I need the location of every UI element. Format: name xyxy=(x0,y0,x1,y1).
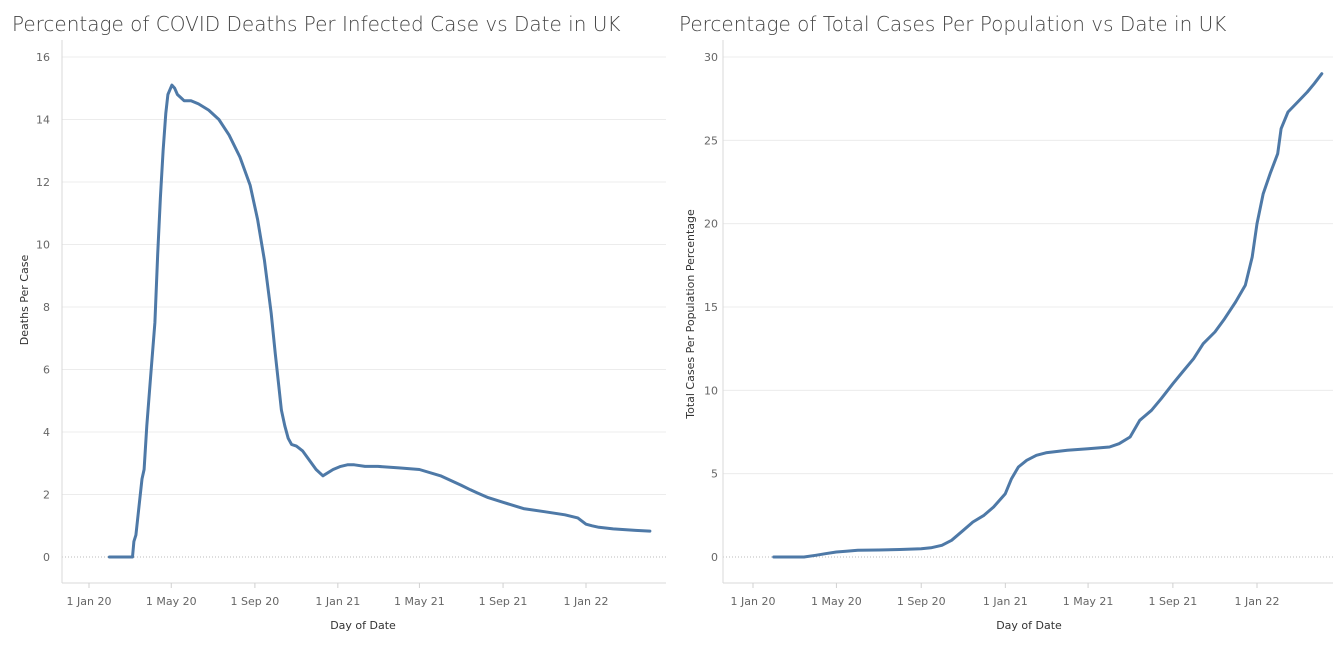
y-tick-label: 20 xyxy=(704,218,718,231)
x-axis-title: Day of Date xyxy=(330,619,396,632)
x-axis-title: Day of Date xyxy=(996,619,1062,632)
y-tick-label: 14 xyxy=(36,114,50,127)
x-tick-label: 1 May 20 xyxy=(146,595,197,608)
y-tick-label: 12 xyxy=(36,176,50,189)
y-tick-label: 5 xyxy=(711,468,718,481)
x-tick-label: 1 Jan 21 xyxy=(983,595,1028,608)
x-tick-label: 1 Sep 20 xyxy=(897,595,946,608)
series-line xyxy=(772,72,1324,559)
x-tick-label: 1 Jan 20 xyxy=(67,595,112,608)
y-tick-label: 10 xyxy=(704,384,718,397)
y-tick-label: 4 xyxy=(43,426,50,439)
y-tick-label: 0 xyxy=(43,551,50,564)
chart-title: Percentage of COVID Deaths Per Infected … xyxy=(12,12,621,36)
series-line xyxy=(107,83,652,559)
x-tick-label: 1 Jan 22 xyxy=(1235,595,1280,608)
panel-cases-per-population: Percentage of Total Cases Per Population… xyxy=(672,0,1333,648)
y-axis-title: Total Cases Per Population Percentage xyxy=(684,209,697,420)
x-tick-label: 1 Sep 21 xyxy=(1149,595,1198,608)
y-tick-label: 0 xyxy=(711,551,718,564)
y-tick-label: 2 xyxy=(43,489,50,502)
y-tick-label: 6 xyxy=(43,364,50,377)
deaths-per-case-line-chart: 0 2 4 6 8 10 12 14 16 1 Jan 20 1 May 20 1 Sep 20 1 J… xyxy=(18,40,666,632)
x-tick-label: 1 Jan 22 xyxy=(564,595,609,608)
y-tick-label: 10 xyxy=(36,239,50,252)
x-tick-label: 1 May 21 xyxy=(1063,595,1114,608)
y-tick-label: 8 xyxy=(43,301,50,314)
x-tick-label: 1 Sep 20 xyxy=(231,595,280,608)
x-tick-label: 1 May 20 xyxy=(811,595,862,608)
y-tick-label: 15 xyxy=(704,301,718,314)
panel-deaths-per-case: Percentage of COVID Deaths Per Infected … xyxy=(12,12,666,632)
y-tick-label: 16 xyxy=(36,51,50,64)
x-tick-label: 1 May 21 xyxy=(394,595,445,608)
x-tick-label: 1 Jan 20 xyxy=(731,595,776,608)
x-tick-label: 1 Sep 21 xyxy=(479,595,528,608)
y-axis-title: Deaths Per Case xyxy=(18,255,31,346)
y-tick-label: 25 xyxy=(704,134,718,147)
y-tick-label: 30 xyxy=(704,51,718,64)
x-tick-label: 1 Jan 21 xyxy=(315,595,360,608)
chart-title: Percentage of Total Cases Per Population… xyxy=(679,12,1227,36)
cases-per-population-line-chart: 0 5 10 15 20 25 30 1 Jan 20 1 May 20 1 Sep 20 1 Ja… xyxy=(684,40,1333,632)
